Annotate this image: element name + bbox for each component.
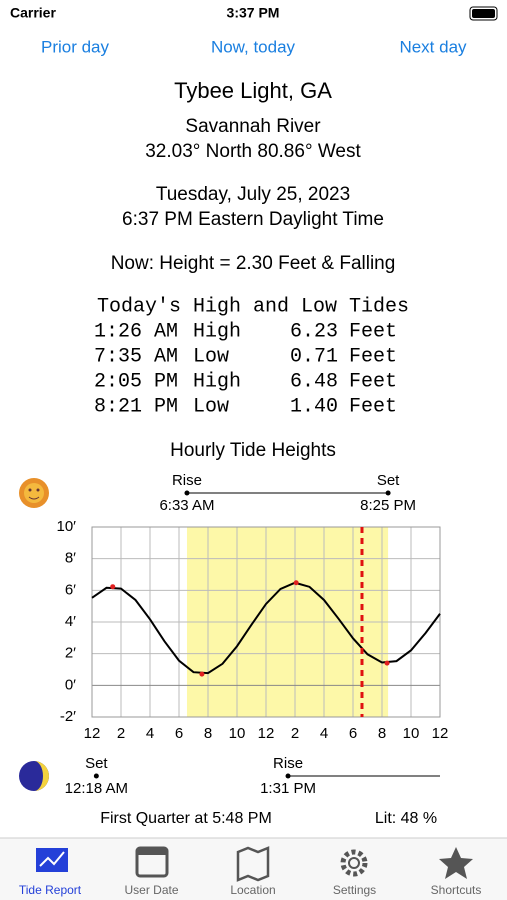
x-tick-label: 4	[320, 725, 328, 742]
y-tick-label: 6′	[65, 581, 76, 598]
time: 6:37 PM Eastern Daylight Time	[122, 209, 384, 230]
tide-cell: 6.48	[290, 370, 338, 393]
tide-cell: High	[193, 320, 241, 343]
x-tick-label: 10	[403, 725, 420, 742]
sun-dot	[184, 490, 190, 496]
moon-time: 12:18 AM	[65, 780, 128, 797]
moon-label: Rise	[273, 755, 303, 772]
moon-dot	[285, 773, 291, 779]
chart-title: Hourly Tide Heights	[170, 440, 336, 461]
tide-cell: 1:26 AM	[94, 320, 178, 343]
y-tick-label: 8′	[65, 550, 76, 567]
moon-lit: Lit: 48 %	[375, 810, 437, 827]
x-tick-label: 12	[84, 725, 101, 742]
sun-label: Rise	[172, 472, 202, 489]
tide-curve	[91, 581, 441, 675]
date: Tuesday, July 25, 2023	[156, 184, 350, 205]
tab-icons	[36, 846, 473, 882]
x-tick-label: 2	[291, 725, 299, 742]
x-tick-label: 4	[146, 725, 154, 742]
river: Savannah River	[185, 116, 321, 137]
moon-phase: First Quarter at 5:48 PM	[100, 810, 272, 827]
tide-extreme	[199, 671, 205, 677]
tide-cell: Feet	[349, 370, 397, 393]
tide-cell: 1.40	[290, 395, 338, 418]
coords: 32.03° North 80.86° West	[145, 141, 361, 162]
tab-label[interactable]: Location	[230, 883, 275, 897]
sun-icon	[19, 478, 49, 508]
tab-label[interactable]: Shortcuts	[431, 883, 482, 897]
x-tick-label: 10	[229, 725, 246, 742]
sun-time: 6:33 AM	[159, 497, 214, 514]
tide-cell: 2:05 PM	[94, 370, 178, 393]
clock: 3:37 PM	[227, 5, 280, 21]
prior-day[interactable]: Prior day	[41, 37, 110, 56]
station: Tybee Light, GA	[174, 78, 332, 103]
tide-extreme	[384, 660, 390, 666]
moon-icon	[19, 761, 49, 791]
tide-cell: Low	[193, 345, 229, 368]
x-tick-label: 12	[432, 725, 449, 742]
tide-cell: 6.23	[290, 320, 338, 343]
y-tick-label: 4′	[65, 613, 76, 630]
next-day[interactable]: Next day	[399, 37, 467, 56]
x-tick-label: 6	[349, 725, 357, 742]
tide-cell: Feet	[349, 395, 397, 418]
x-tick-label: 12	[258, 725, 275, 742]
sun-dot	[385, 490, 391, 496]
x-tick-label: 8	[204, 725, 212, 742]
x-tick-label: 2	[117, 725, 125, 742]
tide-extreme	[293, 580, 299, 586]
sun-label: Set	[377, 472, 400, 489]
moon-time: 1:31 PM	[260, 780, 316, 797]
x-tick-label: 6	[175, 725, 183, 742]
tides-title: Today's High and Low Tides	[97, 295, 409, 318]
tab-label[interactable]: User Date	[124, 883, 178, 897]
sun-time: 8:25 PM	[360, 497, 416, 514]
tide-extreme	[110, 584, 116, 590]
moon-dot	[93, 773, 99, 779]
tab-label[interactable]: Tide Report	[19, 883, 82, 897]
y-tick-label: 0′	[65, 676, 76, 693]
y-tick-label: 2′	[65, 645, 76, 662]
moon-label: Set	[85, 755, 108, 772]
now-height: Now: Height = 2.30 Feet & Falling	[111, 253, 396, 274]
tide-cell: Low	[193, 395, 229, 418]
battery	[469, 6, 498, 21]
tide-cell: High	[193, 370, 241, 393]
tide-cell: 0.71	[290, 345, 338, 368]
carrier: Carrier	[10, 5, 56, 21]
y-tick-label: 10′	[57, 518, 77, 535]
plot-frame	[91, 526, 441, 718]
tide-cell: 8:21 PM	[94, 395, 178, 418]
x-tick-label: 8	[378, 725, 386, 742]
tide-cell: 7:35 AM	[94, 345, 178, 368]
y-tick-label: -2′	[60, 708, 76, 725]
tab-label[interactable]: Settings	[333, 883, 376, 897]
tab-bar	[0, 838, 507, 900]
now-today[interactable]: Now, today	[211, 37, 296, 56]
tide-cell: Feet	[349, 320, 397, 343]
tide-cell: Feet	[349, 345, 397, 368]
battery-level	[472, 9, 495, 18]
